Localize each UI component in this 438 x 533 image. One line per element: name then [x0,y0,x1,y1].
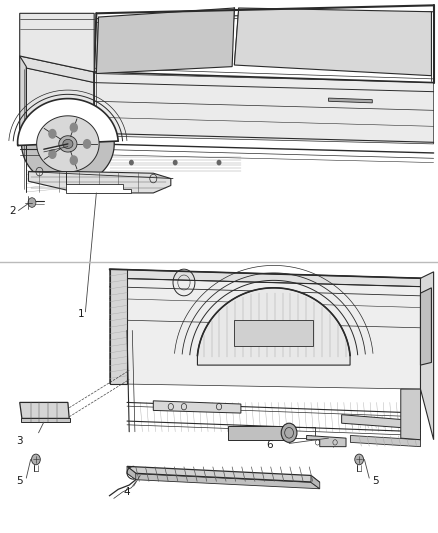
Polygon shape [20,402,69,418]
Polygon shape [20,13,94,72]
Polygon shape [110,269,425,287]
Polygon shape [153,401,241,413]
Circle shape [32,454,40,465]
Circle shape [49,150,56,158]
Circle shape [71,123,78,132]
Polygon shape [66,172,131,193]
Polygon shape [234,320,313,346]
Polygon shape [198,288,350,365]
Polygon shape [59,136,77,152]
Circle shape [130,160,133,165]
Polygon shape [401,389,420,440]
Polygon shape [110,269,127,384]
Polygon shape [127,466,136,480]
Polygon shape [28,172,171,193]
Polygon shape [307,435,346,447]
Polygon shape [21,418,70,422]
Polygon shape [311,475,320,489]
Polygon shape [20,67,94,149]
Text: 5: 5 [372,476,379,486]
Circle shape [173,160,177,165]
Polygon shape [63,140,73,148]
Text: 5: 5 [16,476,23,486]
Circle shape [49,130,56,138]
Polygon shape [18,99,118,146]
Circle shape [355,454,364,465]
Circle shape [84,140,91,148]
Polygon shape [110,269,420,389]
Polygon shape [234,8,431,76]
Polygon shape [96,8,234,74]
Polygon shape [127,473,320,489]
Text: 2: 2 [9,206,16,215]
Polygon shape [20,56,26,149]
Polygon shape [94,74,434,144]
Polygon shape [127,466,320,482]
Circle shape [281,423,297,442]
Polygon shape [342,415,420,429]
Polygon shape [420,272,434,440]
Circle shape [28,198,36,207]
Circle shape [217,160,221,165]
Text: 6: 6 [266,440,273,450]
Polygon shape [328,98,372,103]
Text: 4: 4 [124,487,131,497]
Polygon shape [420,288,431,365]
Polygon shape [228,426,285,440]
Text: 3: 3 [16,437,23,446]
Polygon shape [350,435,420,447]
Polygon shape [37,116,99,172]
Polygon shape [20,56,94,83]
Text: 1: 1 [78,310,85,319]
Polygon shape [21,102,114,185]
Circle shape [71,156,78,165]
